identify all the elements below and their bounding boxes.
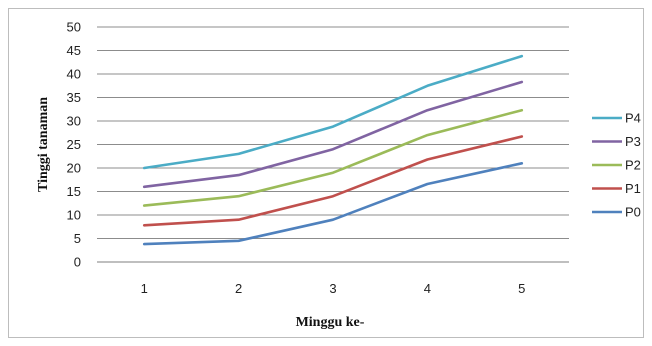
legend: P4 P3 P2 P1 P0 xyxy=(592,111,641,220)
legend-label-p0: P0 xyxy=(625,205,641,220)
x-tick-labels: 1 2 3 4 5 xyxy=(141,281,526,296)
y-tick-label: 30 xyxy=(67,114,81,129)
legend-label-p4: P4 xyxy=(625,111,641,126)
y-tick-label: 25 xyxy=(67,137,81,152)
y-tick-label: 10 xyxy=(67,208,81,223)
x-tick-label: 1 xyxy=(141,281,148,296)
x-tick-label: 3 xyxy=(329,281,336,296)
legend-label-p3: P3 xyxy=(625,134,641,149)
x-tick-label: 4 xyxy=(424,281,431,296)
y-tick-label: 0 xyxy=(74,255,81,270)
x-tick-label: 2 xyxy=(235,281,242,296)
series-line-p3 xyxy=(142,80,524,189)
series-lines xyxy=(142,54,524,246)
y-tick-label: 15 xyxy=(67,184,81,199)
series-line-p0 xyxy=(142,162,524,246)
y-tick-label: 35 xyxy=(67,90,81,105)
chart-frame xyxy=(8,8,644,338)
y-axis-title: Tinggi tanaman xyxy=(36,97,51,192)
x-tick-label: 5 xyxy=(518,281,525,296)
x-axis-title: Minggu ke- xyxy=(296,315,365,330)
y-tick-label: 20 xyxy=(67,161,81,176)
legend-label-p1: P1 xyxy=(625,181,641,196)
y-tick-label: 50 xyxy=(67,20,81,35)
series-line-p1 xyxy=(142,135,524,227)
y-tick-label: 5 xyxy=(74,231,81,246)
y-tick-label: 45 xyxy=(67,43,81,58)
series-line-p2 xyxy=(142,108,524,207)
series-line-p4 xyxy=(142,54,524,170)
y-tick-labels: 0 5 10 15 20 25 30 35 40 45 50 xyxy=(67,20,81,270)
y-tick-label: 40 xyxy=(67,67,81,82)
legend-label-p2: P2 xyxy=(625,158,641,173)
